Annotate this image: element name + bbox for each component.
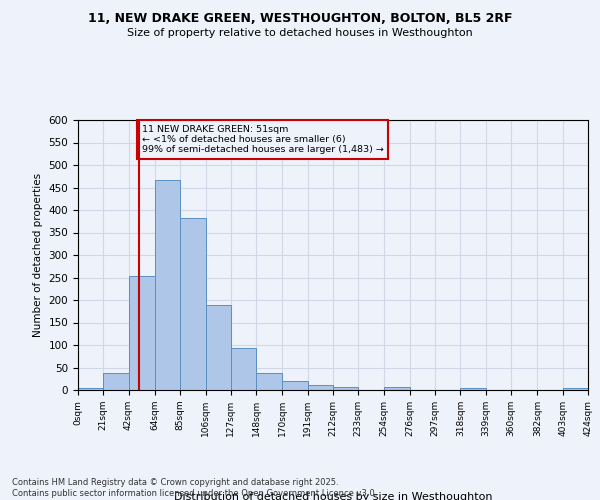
Text: 11 NEW DRAKE GREEN: 51sqm
← <1% of detached houses are smaller (6)
99% of semi-d: 11 NEW DRAKE GREEN: 51sqm ← <1% of detac… — [142, 124, 383, 154]
Y-axis label: Number of detached properties: Number of detached properties — [33, 173, 43, 337]
Text: Contains HM Land Registry data © Crown copyright and database right 2025.
Contai: Contains HM Land Registry data © Crown c… — [12, 478, 377, 498]
Bar — [333, 387, 358, 390]
Bar — [308, 384, 333, 390]
Text: 11, NEW DRAKE GREEN, WESTHOUGHTON, BOLTON, BL5 2RF: 11, NEW DRAKE GREEN, WESTHOUGHTON, BOLTO… — [88, 12, 512, 26]
Bar — [180, 218, 205, 390]
Bar — [205, 304, 231, 390]
Bar — [103, 374, 128, 390]
X-axis label: Distribution of detached houses by size in Westhoughton: Distribution of detached houses by size … — [174, 492, 492, 500]
Bar — [78, 388, 103, 390]
Bar — [256, 374, 283, 390]
Bar — [383, 388, 410, 390]
Bar — [283, 382, 308, 390]
Text: Size of property relative to detached houses in Westhoughton: Size of property relative to detached ho… — [127, 28, 473, 38]
Bar — [155, 180, 180, 390]
Bar — [231, 348, 256, 390]
Bar — [128, 276, 155, 390]
Bar — [563, 388, 588, 390]
Bar — [461, 388, 486, 390]
